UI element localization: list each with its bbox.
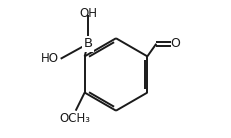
Text: OH: OH xyxy=(79,7,97,20)
Text: OCH₃: OCH₃ xyxy=(59,112,90,125)
Text: B: B xyxy=(83,37,92,50)
Text: O: O xyxy=(169,37,179,50)
Text: HO: HO xyxy=(41,52,59,65)
